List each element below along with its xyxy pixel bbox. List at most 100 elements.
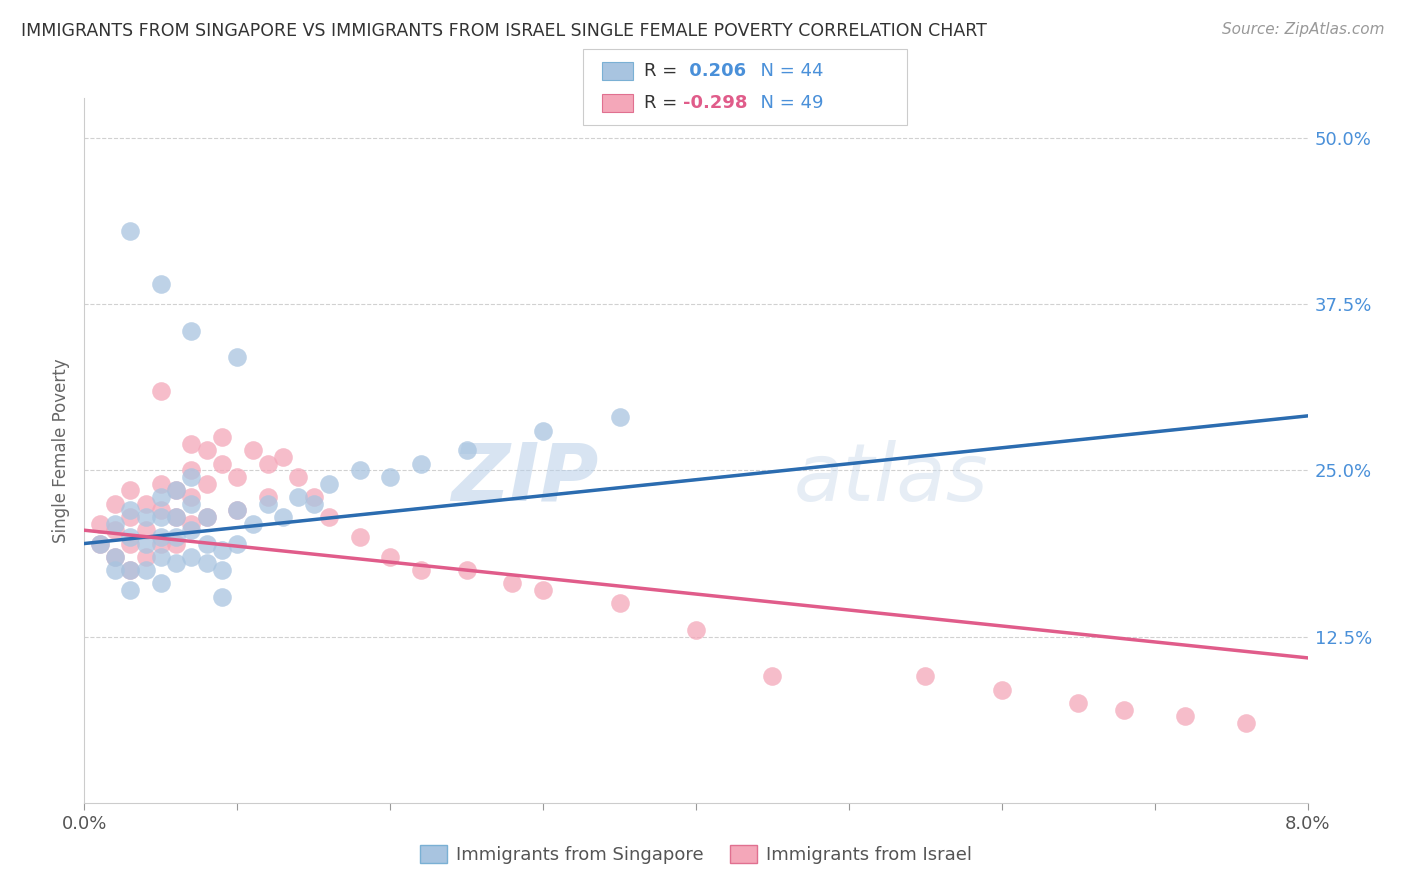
Point (89, 516, 111, 531)
Point (409, 457, 432, 471)
Point (120, 563, 142, 577)
Text: 0.206: 0.206 (683, 62, 747, 80)
Point (149, 384, 172, 398)
Point (135, 510, 157, 524)
Point (456, 443, 478, 458)
Point (165, 557, 187, 571)
Point (149, 576, 172, 591)
Point (149, 476, 172, 491)
Point (302, 497, 325, 511)
Point (226, 503, 249, 517)
Point (104, 563, 127, 577)
Point (165, 530, 187, 544)
Y-axis label: Single Female Poverty: Single Female Poverty (52, 359, 70, 542)
Point (149, 277, 172, 292)
Point (120, 510, 142, 524)
Legend: Immigrants from Singapore, Immigrants from Israel: Immigrants from Singapore, Immigrants fr… (412, 838, 980, 871)
Point (135, 497, 157, 511)
Point (195, 476, 218, 491)
Point (120, 503, 142, 517)
Point (165, 510, 187, 524)
Point (609, 410, 631, 425)
Point (135, 549, 157, 564)
Point (104, 549, 127, 564)
Text: N = 44: N = 44 (749, 62, 824, 80)
Point (149, 536, 172, 550)
Point (211, 430, 233, 444)
Point (531, 424, 554, 438)
Point (287, 490, 309, 504)
Point (180, 324, 202, 338)
Point (226, 470, 249, 484)
Point (180, 523, 202, 537)
Point (180, 497, 202, 511)
Point (104, 523, 127, 537)
Point (165, 536, 187, 550)
Point (135, 563, 157, 577)
Point (761, 669, 783, 683)
Point (531, 583, 554, 598)
Point (302, 490, 325, 504)
Point (104, 497, 127, 511)
Point (211, 457, 233, 471)
Point (211, 563, 233, 577)
Point (1174, 709, 1197, 723)
Text: N = 49: N = 49 (749, 94, 824, 112)
Point (149, 530, 172, 544)
Point (180, 437, 202, 451)
Point (271, 510, 294, 524)
Point (180, 470, 202, 484)
Point (1067, 696, 1090, 710)
Point (149, 490, 172, 504)
Text: ZIP: ZIP (451, 440, 598, 517)
Point (318, 476, 340, 491)
Point (180, 463, 202, 477)
Point (226, 503, 249, 517)
Point (195, 510, 218, 524)
Text: R =: R = (644, 62, 683, 80)
Point (104, 549, 127, 564)
Point (195, 536, 218, 550)
Point (226, 351, 249, 365)
Point (120, 583, 142, 598)
Point (104, 516, 127, 531)
Point (120, 563, 142, 577)
Point (165, 483, 187, 498)
Point (257, 490, 280, 504)
Point (242, 443, 264, 458)
Point (149, 503, 172, 517)
Point (914, 669, 936, 683)
Point (195, 443, 218, 458)
Point (242, 516, 264, 531)
Point (409, 563, 432, 577)
Point (120, 530, 142, 544)
Point (135, 523, 157, 537)
Point (349, 530, 371, 544)
Point (991, 682, 1014, 697)
Text: Source: ZipAtlas.com: Source: ZipAtlas.com (1222, 22, 1385, 37)
Point (149, 549, 172, 564)
Point (1114, 703, 1136, 717)
Point (211, 590, 233, 604)
Point (149, 510, 172, 524)
Point (609, 596, 631, 610)
Point (257, 457, 280, 471)
Point (1236, 716, 1258, 731)
Point (318, 510, 340, 524)
Point (349, 463, 371, 477)
Point (120, 536, 142, 550)
Point (380, 549, 402, 564)
Point (685, 623, 707, 637)
Point (211, 543, 233, 558)
Text: -0.298: -0.298 (683, 94, 748, 112)
Text: atlas: atlas (794, 440, 988, 517)
Point (180, 549, 202, 564)
Point (456, 563, 478, 577)
Point (135, 536, 157, 550)
Point (257, 497, 280, 511)
Text: IMMIGRANTS FROM SINGAPORE VS IMMIGRANTS FROM ISRAEL SINGLE FEMALE POVERTY CORREL: IMMIGRANTS FROM SINGAPORE VS IMMIGRANTS … (21, 22, 987, 40)
Point (287, 470, 309, 484)
Point (165, 483, 187, 498)
Point (180, 516, 202, 531)
Point (120, 224, 142, 238)
